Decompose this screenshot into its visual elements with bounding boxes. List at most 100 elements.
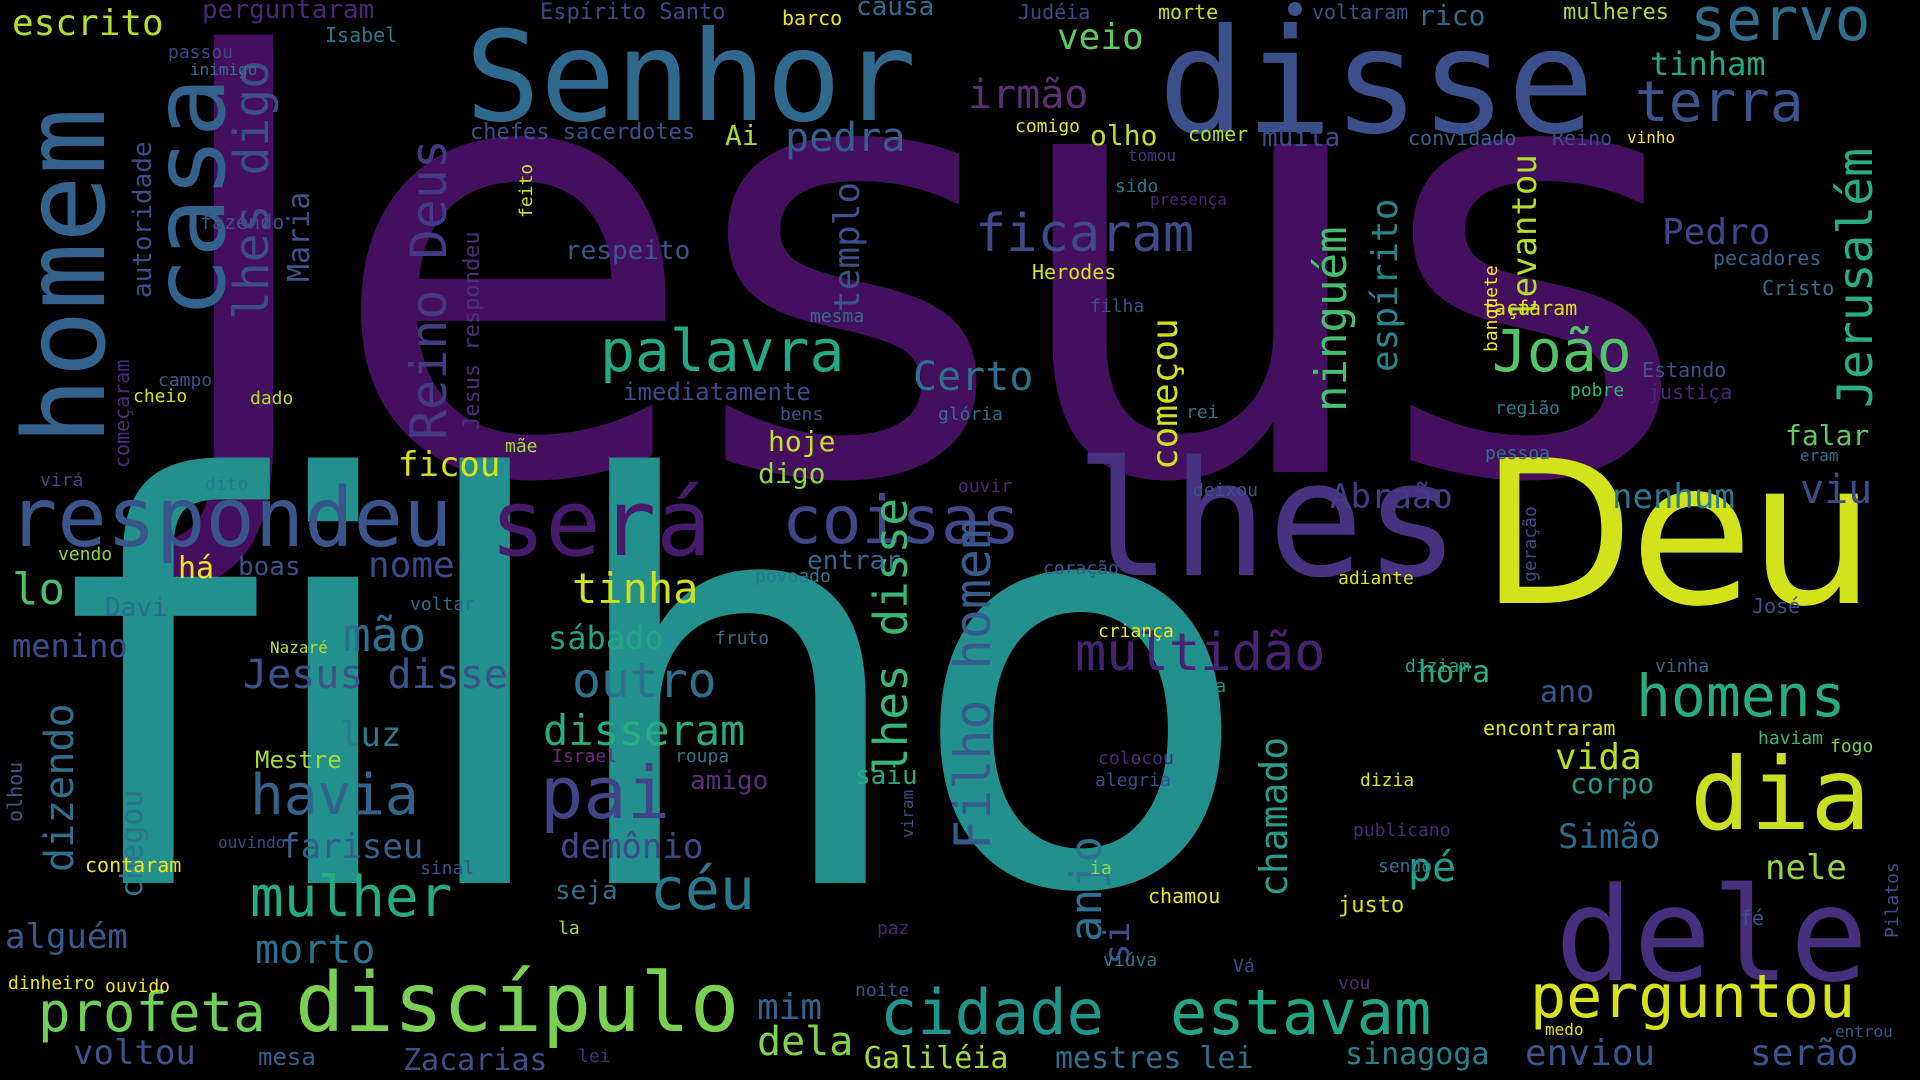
word: convidado: [1408, 126, 1517, 150]
word: fé: [1740, 906, 1765, 930]
word: mulher: [250, 865, 453, 930]
word: comer: [1188, 122, 1249, 146]
word: justiça: [1648, 380, 1733, 404]
word: dado: [250, 388, 294, 409]
word: João: [1492, 317, 1632, 385]
word: terra: [1635, 70, 1804, 135]
word: nome: [368, 545, 455, 586]
word: barco: [782, 6, 843, 30]
word: dinheiro: [8, 973, 95, 994]
word: Cristo: [1762, 276, 1835, 300]
word: ouvir: [958, 476, 1013, 497]
word: amigo: [690, 766, 769, 796]
word: banquete: [1481, 265, 1502, 352]
word: será: [490, 470, 712, 577]
word: servo: [1690, 0, 1871, 55]
word: enviou: [1525, 1033, 1656, 1074]
word: Vá: [1233, 956, 1255, 977]
word: morto: [255, 927, 376, 973]
word: vida: [1555, 737, 1642, 778]
word: haviam: [1758, 728, 1824, 749]
word: estavam: [1170, 976, 1432, 1049]
word: glória: [938, 404, 1004, 425]
word: lo: [12, 564, 65, 615]
word: mãe: [505, 436, 538, 457]
word: dizia: [1360, 770, 1415, 791]
word: imediatamente: [623, 378, 811, 406]
word: Senhor: [465, 5, 917, 150]
word: hoje: [768, 425, 836, 458]
word: presença: [1150, 190, 1228, 209]
word: lei: [578, 1046, 611, 1067]
word: Jerusalém: [1828, 147, 1884, 408]
word: cidade: [880, 976, 1104, 1049]
word: digo: [758, 457, 826, 490]
word: colocou: [1098, 748, 1174, 769]
word: roupa: [675, 746, 730, 767]
word: vou: [1338, 973, 1371, 994]
word: Jesus respondeu: [460, 231, 485, 430]
word: Jesus: [155, 0, 1691, 614]
word: fazendo: [200, 210, 285, 234]
word: nele: [1765, 848, 1847, 888]
word: Judéia: [1018, 0, 1091, 24]
word: coisas: [782, 482, 1021, 559]
word: Filho homem: [944, 518, 1002, 850]
word: chefes sacerdotes: [470, 120, 696, 145]
word: Deu: [1480, 418, 1876, 651]
word: geração: [1520, 506, 1541, 582]
word: mão: [343, 608, 427, 662]
word: respondeu: [8, 471, 453, 566]
word: paz: [877, 918, 910, 939]
word: veio: [1057, 17, 1144, 58]
word: ficou: [398, 445, 501, 485]
word: medo: [1545, 1020, 1584, 1039]
word: alguém: [5, 917, 128, 957]
word: faram: [1517, 296, 1578, 320]
word: mestres lei: [1055, 1041, 1254, 1076]
word: tomou: [1128, 146, 1177, 165]
word: viúva: [1103, 950, 1158, 971]
word: Maria: [282, 191, 317, 282]
word: campo: [158, 370, 213, 391]
word: Nazaré: [270, 638, 328, 657]
word: dia: [1690, 736, 1871, 853]
word: Abraão: [1330, 477, 1453, 517]
word: multidão: [1075, 623, 1326, 683]
word: tinha: [572, 564, 699, 613]
word: rei: [1186, 402, 1219, 423]
word: virá: [40, 470, 84, 491]
word: chegou: [115, 789, 150, 898]
word: Pilatos: [1882, 862, 1903, 938]
word: contaram: [85, 853, 182, 877]
word: Israel: [552, 746, 618, 767]
word: Espírito Santo: [540, 0, 726, 25]
word: pobre: [1570, 380, 1625, 401]
word: espírito: [1365, 198, 1406, 372]
word: vinha: [1655, 656, 1710, 677]
word: escrito: [12, 3, 164, 44]
word: Reino: [1552, 126, 1613, 150]
word: Ai: [725, 119, 759, 152]
word: hora: [1418, 655, 1491, 690]
word: ninguém: [1306, 226, 1357, 412]
word: começaram: [110, 359, 134, 468]
word: Zacarias: [403, 1043, 548, 1078]
word: José: [1752, 594, 1801, 618]
word: lhes disse: [864, 498, 918, 775]
word: bens: [780, 404, 824, 425]
word: sido: [1115, 176, 1159, 197]
word: ia: [1090, 858, 1112, 879]
word: justo: [1338, 893, 1405, 918]
word: pai: [540, 751, 671, 835]
word: saiu: [855, 761, 918, 791]
word: Galiléia: [864, 1041, 1009, 1076]
word: tinham: [1650, 45, 1766, 83]
word: chamado: [1252, 736, 1296, 897]
word: respeito: [565, 236, 691, 266]
word: pecadores: [1713, 246, 1822, 270]
word: demônio: [560, 827, 704, 867]
word: muita: [1262, 123, 1341, 153]
word: sinal: [420, 858, 475, 879]
word: publicano: [1353, 820, 1451, 841]
